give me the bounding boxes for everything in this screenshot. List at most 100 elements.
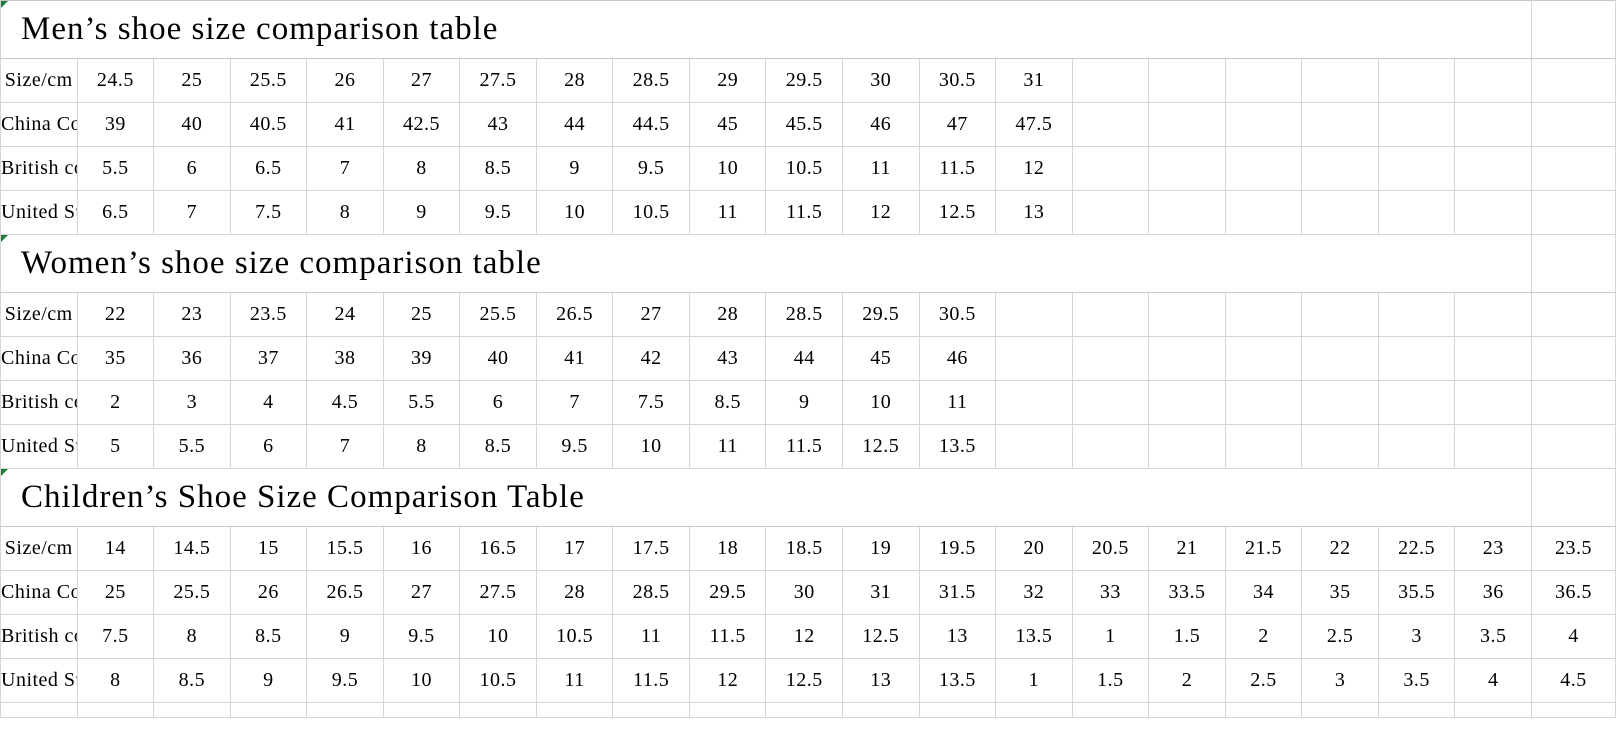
data-cell[interactable] [1148,424,1226,469]
data-cell[interactable]: 28 [688,292,767,337]
partial-row-cell[interactable] [1377,702,1456,718]
partial-row-cell[interactable] [229,702,308,718]
partial-row-cell[interactable] [918,702,997,718]
data-cell[interactable]: 35 [76,336,155,381]
data-cell[interactable] [1531,146,1616,191]
data-cell[interactable]: 10.5 [612,190,690,235]
data-cell[interactable]: 6 [459,380,537,425]
partial-row-cell[interactable] [1224,702,1303,718]
data-cell[interactable]: 32 [995,570,1073,615]
data-cell[interactable]: 39 [382,336,461,381]
data-cell[interactable]: 7.5 [76,614,155,659]
data-cell[interactable]: 10.5 [765,146,844,191]
data-cell[interactable]: 20.5 [1071,526,1150,571]
data-cell[interactable]: 19 [842,526,920,571]
data-cell[interactable]: 14.5 [153,526,231,571]
data-cell[interactable]: 28.5 [612,58,690,103]
data-cell[interactable] [1454,380,1532,425]
data-cell[interactable]: 29 [688,58,767,103]
data-cell[interactable]: 13.5 [995,614,1073,659]
partial-row-cell[interactable] [76,702,155,718]
data-cell[interactable] [1301,424,1379,469]
data-cell[interactable]: 10 [612,424,690,469]
partial-row-cell[interactable] [382,702,461,718]
data-cell[interactable]: 35.5 [1377,570,1456,615]
partial-row-cell[interactable] [842,702,920,718]
data-cell[interactable]: 30 [765,570,844,615]
data-cell[interactable]: 26.5 [306,570,384,615]
data-cell[interactable]: 6.5 [229,146,308,191]
data-cell[interactable]: 44 [765,336,844,381]
data-cell[interactable]: 5.5 [153,424,231,469]
data-cell[interactable]: 9.5 [306,658,384,703]
data-cell[interactable]: 45 [842,336,920,381]
row-label-cell[interactable]: United States Code [0,190,78,235]
data-cell[interactable] [1148,146,1226,191]
data-cell[interactable]: 30 [842,58,920,103]
data-cell[interactable] [1071,190,1150,235]
data-cell[interactable]: 42.5 [382,102,461,147]
data-cell[interactable]: 9.5 [535,424,614,469]
data-cell[interactable]: 9.5 [382,614,461,659]
data-cell[interactable]: 33.5 [1148,570,1226,615]
data-cell[interactable] [1454,58,1532,103]
data-cell[interactable] [1301,380,1379,425]
data-cell[interactable]: 38 [306,336,384,381]
data-cell[interactable]: 11.5 [612,658,690,703]
data-cell[interactable]: 13 [995,190,1073,235]
data-cell[interactable] [1377,58,1456,103]
data-cell[interactable]: 36.5 [1531,570,1616,615]
data-cell[interactable]: 12 [688,658,767,703]
data-cell[interactable]: 24 [306,292,384,337]
data-cell[interactable]: 2 [1148,658,1226,703]
data-cell[interactable]: 12 [765,614,844,659]
data-cell[interactable] [1071,146,1150,191]
data-cell[interactable]: 4 [229,380,308,425]
data-cell[interactable]: 11.5 [765,424,844,469]
data-cell[interactable]: 9 [229,658,308,703]
data-cell[interactable]: 21 [1148,526,1226,571]
data-cell[interactable]: 13 [842,658,920,703]
data-cell[interactable]: 9.5 [612,146,690,191]
data-cell[interactable]: 11 [842,146,920,191]
data-cell[interactable]: 44.5 [612,102,690,147]
row-label-cell[interactable]: Size/cm [0,58,78,103]
row-label-cell[interactable]: United States Code [0,424,78,469]
data-cell[interactable]: 5 [76,424,155,469]
data-cell[interactable] [1377,292,1456,337]
data-cell[interactable]: 13.5 [918,424,997,469]
data-cell[interactable]: 41 [535,336,614,381]
data-cell[interactable] [1377,424,1456,469]
data-cell[interactable]: 2 [1224,614,1303,659]
data-cell[interactable]: 8.5 [459,146,537,191]
data-cell[interactable]: 43 [459,102,537,147]
row-label-cell[interactable]: Size/cm [0,292,78,337]
data-cell[interactable] [1531,380,1616,425]
data-cell[interactable]: 6.5 [76,190,155,235]
data-cell[interactable] [1454,190,1532,235]
data-cell[interactable] [1224,380,1303,425]
data-cell[interactable]: 10 [382,658,461,703]
data-cell[interactable]: 23 [153,292,231,337]
data-cell[interactable] [1301,58,1379,103]
data-cell[interactable] [1071,292,1150,337]
partial-row-cell[interactable] [1148,702,1226,718]
data-cell[interactable]: 29.5 [688,570,767,615]
data-cell[interactable]: 10 [535,190,614,235]
data-cell[interactable]: 8.5 [688,380,767,425]
data-cell[interactable]: 31.5 [918,570,997,615]
data-cell[interactable] [1148,380,1226,425]
data-cell[interactable]: 7 [153,190,231,235]
data-cell[interactable]: 26 [229,570,308,615]
data-cell[interactable]: 12.5 [842,614,920,659]
data-cell[interactable]: 22 [76,292,155,337]
title-row-trailing-cell[interactable] [1531,0,1616,59]
data-cell[interactable]: 8.5 [459,424,537,469]
data-cell[interactable]: 33 [1071,570,1150,615]
data-cell[interactable]: 21.5 [1224,526,1303,571]
data-cell[interactable]: 12.5 [765,658,844,703]
data-cell[interactable] [1148,58,1226,103]
row-label-cell[interactable]: British code [0,614,78,659]
data-cell[interactable]: 26.5 [535,292,614,337]
data-cell[interactable]: 13 [918,614,997,659]
